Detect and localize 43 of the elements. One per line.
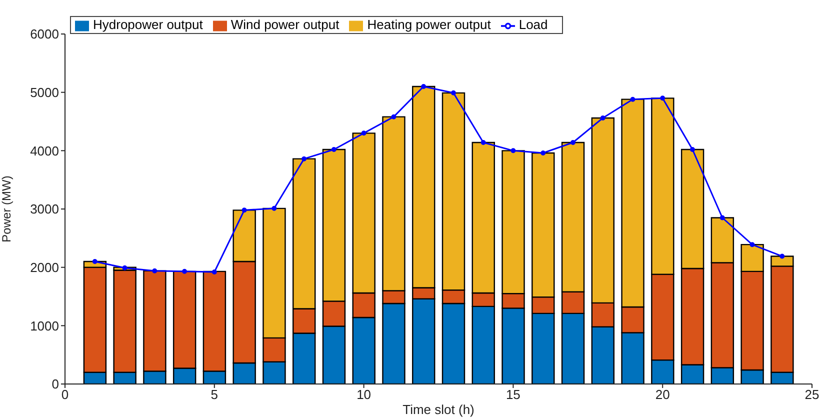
point [570, 140, 576, 145]
point [242, 208, 247, 213]
x-tick-label: 5 [210, 387, 218, 402]
y-tick-label: 4000 [30, 143, 59, 158]
x-tick-label: 10 [356, 387, 372, 402]
legend-label: Wind power output [230, 17, 340, 32]
y-tick-label: 1000 [30, 318, 59, 334]
point [182, 268, 188, 274]
point [122, 265, 128, 270]
x-tick-label: 0 [61, 387, 69, 402]
point [331, 147, 336, 152]
point [630, 96, 636, 102]
legend-label: Heating power output [367, 17, 491, 32]
x-axis-title: Time slot (h) [402, 402, 474, 417]
point [540, 150, 546, 156]
y-tick-label: 6000 [30, 26, 59, 42]
point [152, 268, 158, 274]
point [450, 90, 456, 96]
point [302, 156, 307, 162]
point [361, 130, 366, 136]
x-tick-label: 20 [655, 387, 670, 402]
point [780, 254, 785, 259]
point [720, 215, 725, 220]
point [92, 259, 98, 264]
point [660, 96, 666, 101]
y-tick-label: 0 [52, 376, 59, 392]
legend-label: Hydropower output [93, 17, 203, 32]
point [690, 147, 695, 152]
x-tick-label: 25 [804, 387, 820, 402]
y-tick-label: 3000 [30, 202, 59, 217]
point [600, 116, 606, 120]
y-tick-label: 5000 [30, 84, 59, 100]
x-tick-label: 15 [506, 387, 520, 402]
point [391, 114, 396, 120]
y-tick-label: 2000 [30, 260, 59, 275]
point [272, 206, 277, 211]
point [510, 148, 516, 154]
y-axis-title: Power (MW) [0, 176, 14, 242]
point [750, 242, 755, 248]
point [421, 84, 426, 89]
point [212, 270, 217, 274]
point [480, 140, 486, 145]
legend-label: Load [518, 17, 548, 32]
